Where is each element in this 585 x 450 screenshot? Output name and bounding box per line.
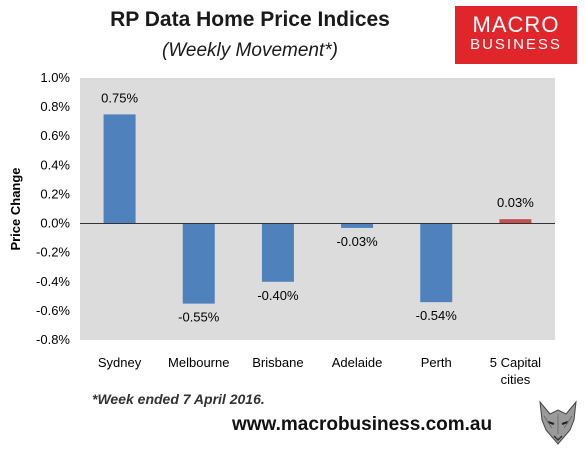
logo-line-2: BUSINESS — [470, 36, 562, 53]
data-label: -0.40% — [257, 288, 299, 303]
y-tick-label: 0.2% — [40, 186, 70, 201]
bar-melbourne — [182, 223, 215, 304]
x-tick-label: Adelaide — [332, 355, 383, 370]
chart-subtitle: (Weekly Movement*) — [162, 40, 338, 61]
data-label: -0.03% — [336, 234, 378, 249]
x-tick-label: Brisbane — [252, 355, 303, 370]
y-tick-label: -0.4% — [36, 274, 70, 289]
bar-perth — [420, 223, 453, 303]
y-tick-label: -0.6% — [36, 303, 70, 318]
wolf-icon — [539, 400, 577, 445]
data-labels: 0.75% -0.55% -0.40% -0.03% -0.54% 0.03% — [101, 90, 534, 324]
bar-adelaide — [341, 223, 374, 228]
y-tick-label: 0.4% — [40, 157, 70, 172]
x-tick-label: Perth — [421, 355, 452, 370]
x-tick-label: 5 Capital — [490, 355, 541, 370]
footnote: *Week ended 7 April 2016. — [92, 391, 265, 407]
data-label: -0.55% — [178, 310, 220, 325]
x-tick-label: cities — [501, 372, 531, 387]
y-tick-label: 1.0% — [40, 70, 70, 85]
bar-brisbane — [261, 223, 294, 282]
macrobusiness-logo: MACRO BUSINESS — [455, 6, 577, 64]
website-url: www.macrobusiness.com.au — [232, 414, 493, 435]
x-tick-label: Melbourne — [168, 355, 229, 370]
bars — [103, 114, 532, 304]
y-tick-label: -0.8% — [36, 332, 70, 347]
plot-area — [80, 78, 555, 340]
data-label: 0.03% — [497, 195, 534, 210]
y-tick-label: 0.0% — [40, 216, 70, 231]
data-label: 0.75% — [101, 90, 138, 105]
y-axis-label: Price Change — [8, 167, 23, 250]
y-axis: 1.0% 0.8% 0.6% 0.4% 0.2% 0.0% -0.2% -0.4% -0.6% -… — [36, 70, 70, 347]
y-tick-label: 0.8% — [40, 99, 70, 114]
chart-title: RP Data Home Price Indices — [110, 8, 390, 31]
y-tick-label: 0.6% — [40, 128, 70, 143]
bar-sydney — [103, 114, 136, 224]
logo-line-1: MACRO — [472, 12, 560, 37]
data-label: -0.54% — [416, 308, 458, 323]
x-tick-label: Sydney — [98, 355, 142, 370]
bar-5-capital-cities — [499, 219, 532, 224]
x-axis: Sydney Melbourne Brisbane Adelaide Perth 5 Ca… — [98, 355, 541, 387]
y-tick-label: -0.2% — [36, 245, 70, 260]
